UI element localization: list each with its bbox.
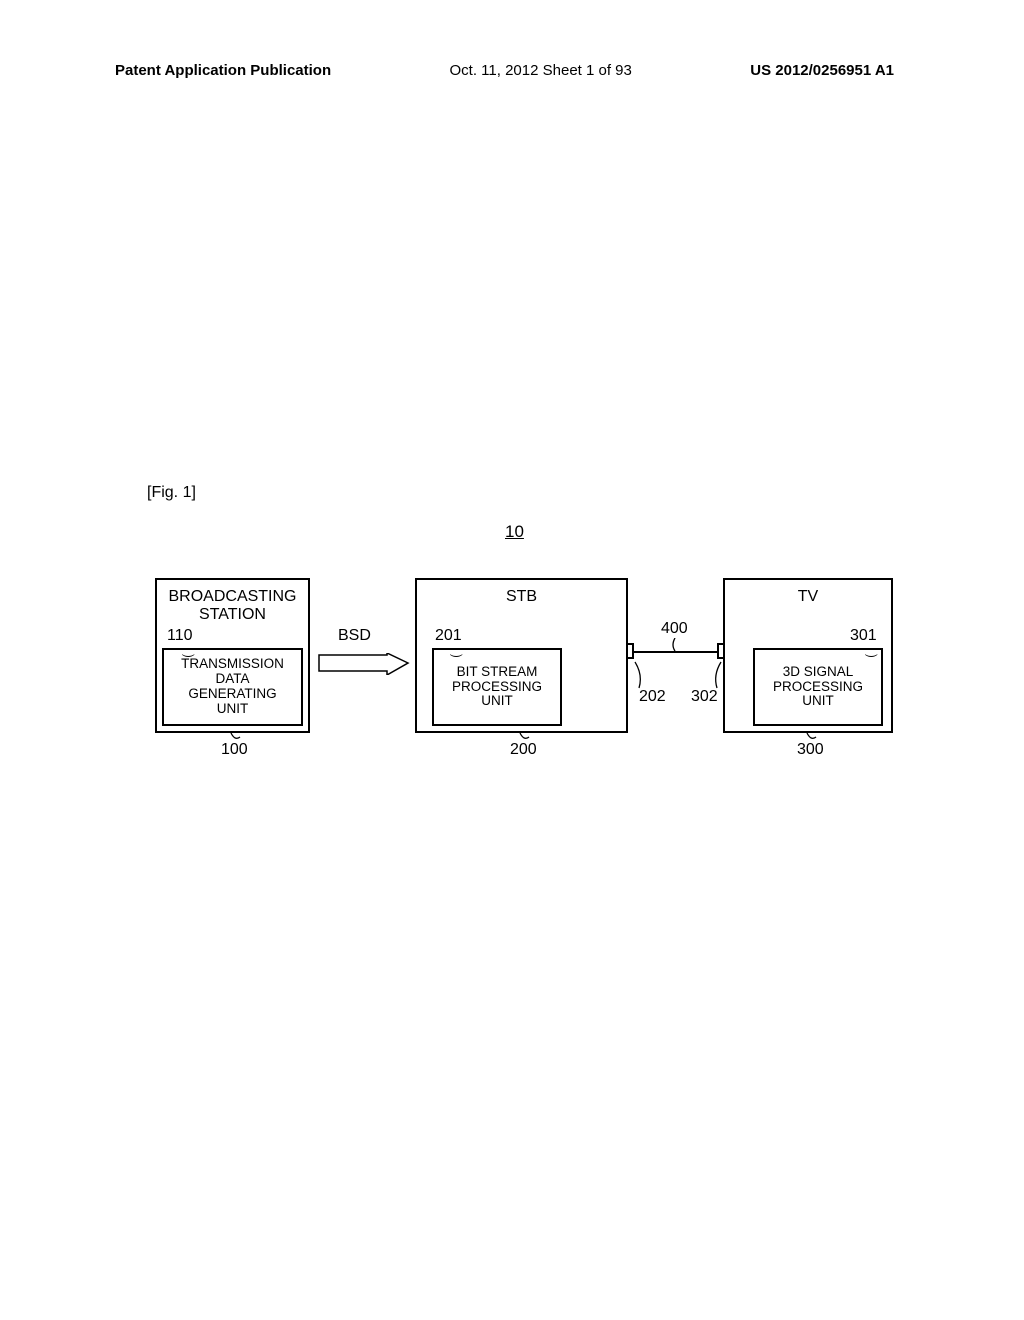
ref-200-text: 200 bbox=[510, 741, 537, 758]
stb-title: STB bbox=[417, 588, 626, 606]
bsd-arrow bbox=[317, 653, 410, 675]
header-pub-number: US 2012/0256951 A1 bbox=[750, 62, 894, 79]
ref-201: 201 ⏝ bbox=[435, 627, 462, 645]
ref-301: 301 ⏝ bbox=[850, 627, 877, 645]
broadcasting-title: BROADCASTING STATION bbox=[157, 588, 308, 623]
bsd-label: BSD bbox=[338, 627, 371, 645]
header-date-sheet: Oct. 11, 2012 Sheet 1 of 93 bbox=[450, 62, 632, 79]
ref-202: 202 bbox=[639, 688, 666, 706]
ref-300: 300 bbox=[797, 741, 824, 759]
tv-port bbox=[717, 643, 725, 659]
transmission-data-unit: TRANSMISSION DATA GENERATING UNIT bbox=[162, 648, 303, 726]
block-diagram: BROADCASTING STATION 110 ⏝ TRANSMISSION … bbox=[130, 578, 900, 768]
hook-100 bbox=[229, 731, 241, 743]
hook-200 bbox=[518, 731, 530, 743]
leader-302 bbox=[709, 660, 723, 690]
ref-202-text: 202 bbox=[639, 688, 666, 705]
ref-100-text: 100 bbox=[221, 741, 248, 758]
tv-title: TV bbox=[725, 588, 891, 606]
hook-300 bbox=[805, 731, 817, 743]
stb-port bbox=[626, 643, 634, 659]
leader-202 bbox=[633, 660, 647, 690]
ref-302-text: 302 bbox=[691, 688, 718, 705]
bit-stream-unit: BIT STREAM PROCESSING UNIT bbox=[432, 648, 562, 726]
ref-100: 100 bbox=[221, 741, 248, 759]
header-publication: Patent Application Publication bbox=[115, 62, 331, 79]
figure-label: [Fig. 1] bbox=[147, 484, 196, 502]
3d-signal-unit: 3D SIGNAL PROCESSING UNIT bbox=[753, 648, 883, 726]
ref-200: 200 bbox=[510, 741, 537, 759]
ref-400-text: 400 bbox=[661, 620, 688, 637]
ref-302: 302 bbox=[691, 688, 718, 706]
ref-400: 400 bbox=[661, 620, 688, 638]
ref-110: 110 ⏝ bbox=[167, 627, 193, 645]
ref-system-10: 10 bbox=[505, 522, 524, 542]
ref-300-text: 300 bbox=[797, 741, 824, 758]
leader-400 bbox=[669, 638, 681, 652]
